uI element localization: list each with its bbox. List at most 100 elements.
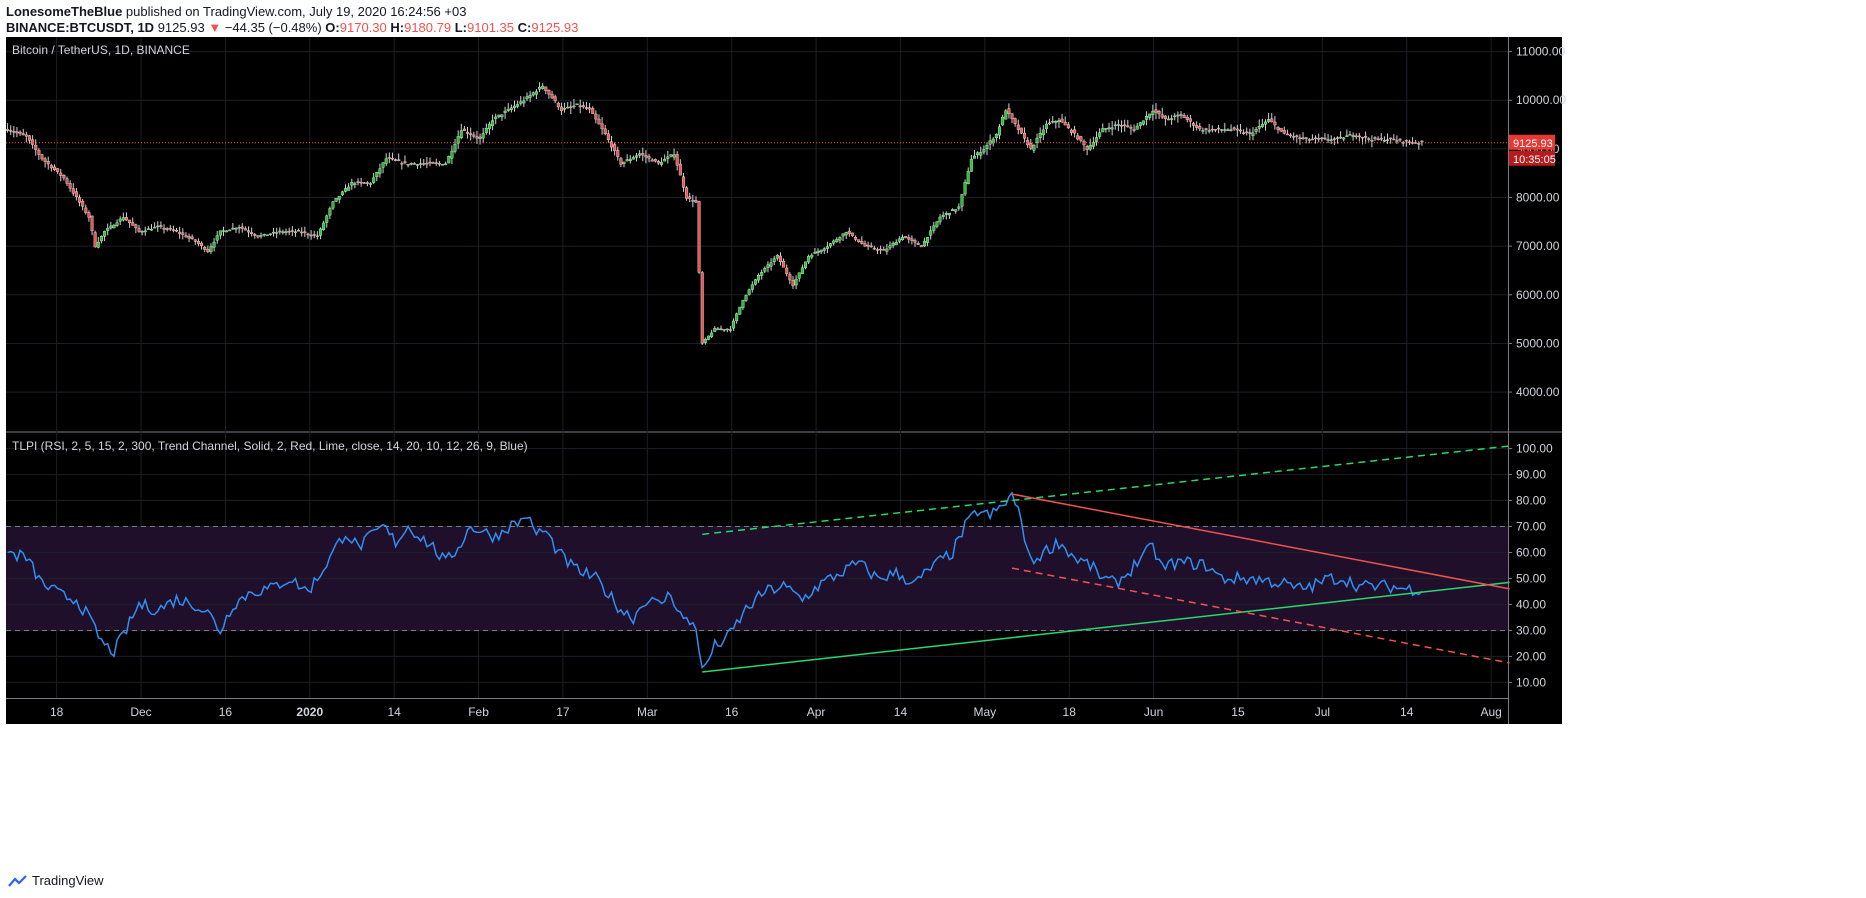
candle-body — [525, 96, 529, 99]
candle — [87, 210, 91, 222]
candle — [1054, 120, 1058, 129]
candle — [832, 239, 836, 246]
candle — [879, 245, 883, 255]
candle — [453, 139, 457, 154]
candle-body — [1085, 146, 1089, 150]
candle-body — [1001, 117, 1005, 126]
candle-body — [390, 157, 394, 160]
candle-body — [259, 235, 263, 237]
candle — [1279, 127, 1283, 133]
candle-body — [647, 156, 651, 159]
candle — [1335, 136, 1339, 144]
candle-body — [1285, 133, 1289, 136]
tradingview-logo-icon — [8, 874, 27, 887]
candle — [1392, 134, 1396, 141]
author-name[interactable]: LonesomeTheBlue — [6, 4, 123, 19]
candle-body — [24, 134, 28, 137]
candle-body — [1226, 129, 1230, 131]
candle — [37, 148, 41, 160]
trend-resistance-line — [1011, 493, 1510, 590]
candle — [772, 255, 776, 266]
candle-body — [769, 262, 773, 267]
candle-body — [9, 130, 13, 132]
candle — [854, 235, 858, 242]
trend-lower-channel-line — [1011, 567, 1510, 664]
candle-body — [1148, 113, 1152, 118]
change-value: −44.35 (−0.48%) — [224, 20, 322, 35]
candle-body — [1279, 127, 1283, 132]
candle-body — [1063, 121, 1067, 126]
candle-body — [1044, 123, 1048, 129]
candle — [1420, 140, 1424, 146]
candle-body — [372, 177, 376, 183]
candle-body — [500, 114, 504, 118]
candle — [785, 264, 789, 277]
candle-body — [897, 238, 901, 242]
candle-body — [162, 227, 166, 230]
candle-body — [1217, 127, 1221, 130]
candle-body — [1054, 121, 1058, 123]
candle — [566, 102, 570, 109]
price-axis: 4000.005000.006000.007000.008000.009000.… — [6, 45, 1566, 399]
candle-body — [1170, 118, 1174, 120]
candle-body — [146, 228, 150, 230]
candle — [1116, 119, 1120, 132]
candle — [228, 229, 232, 232]
candle-body — [569, 106, 573, 108]
candle-body — [12, 130, 16, 133]
candle-body — [96, 241, 100, 248]
candle — [487, 121, 491, 135]
candle-body — [353, 183, 357, 185]
candle — [356, 178, 360, 186]
candle — [175, 227, 179, 233]
footer-brand[interactable]: TradingView — [32, 873, 104, 888]
candle — [1166, 115, 1170, 121]
open-label: O: — [325, 20, 340, 35]
candle — [78, 194, 82, 207]
candle-body — [1107, 127, 1111, 130]
candle — [1151, 104, 1155, 121]
candle — [866, 241, 870, 250]
last-price: 9125.93 — [157, 20, 205, 35]
candle — [384, 153, 388, 167]
candle-body — [1238, 129, 1242, 132]
candle — [71, 183, 75, 196]
candle — [841, 233, 845, 242]
candle — [1107, 122, 1111, 133]
candle-body — [553, 96, 557, 102]
candle-body — [760, 272, 764, 276]
candle — [306, 232, 310, 239]
candle — [1013, 117, 1017, 127]
high-value: 9180.79 — [404, 20, 452, 35]
candle-body — [1051, 120, 1055, 123]
candle-body — [935, 221, 939, 227]
candle — [309, 230, 313, 240]
candle-body — [963, 181, 967, 195]
candle — [816, 248, 820, 256]
candle-body — [1273, 121, 1277, 126]
candle — [954, 209, 958, 214]
y-tick-label: 11000.00 — [1516, 45, 1565, 59]
candle — [412, 162, 416, 165]
candle-body — [1151, 110, 1155, 115]
candle-body — [522, 100, 526, 104]
candle-body — [143, 230, 147, 233]
candle-body — [1179, 114, 1183, 116]
candle — [466, 126, 470, 139]
candle — [1163, 114, 1167, 126]
candle — [1245, 127, 1249, 136]
candle-body — [810, 254, 814, 258]
x-tick-label: 2020 — [296, 705, 323, 719]
candle — [112, 223, 116, 229]
candle-body — [656, 161, 660, 164]
candle — [1263, 119, 1267, 131]
candle-body — [1245, 131, 1249, 134]
candle — [985, 142, 989, 156]
candle — [1389, 137, 1393, 144]
candle-body — [184, 235, 188, 238]
candle — [272, 228, 276, 237]
candle — [788, 271, 792, 285]
candle — [994, 133, 998, 142]
candle-body — [509, 107, 513, 110]
